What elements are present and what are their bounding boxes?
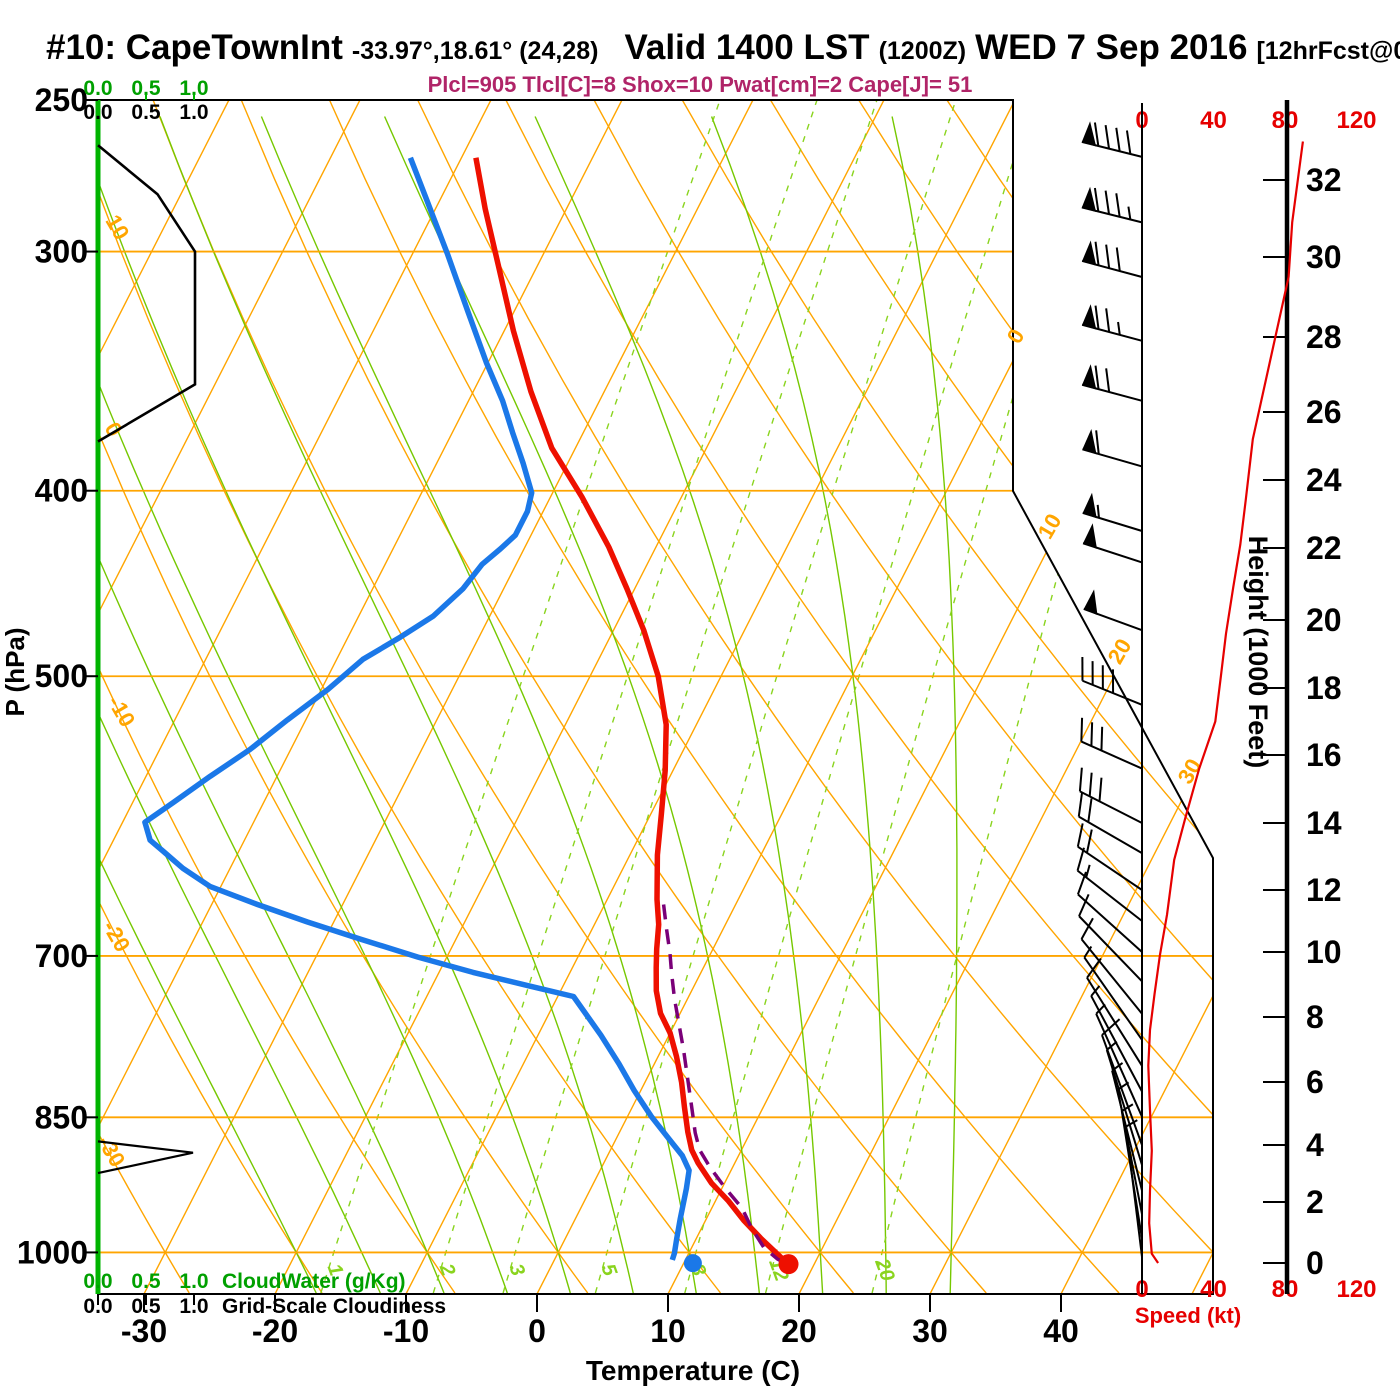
svg-text:28: 28 bbox=[1306, 319, 1342, 355]
svg-text:-10: -10 bbox=[103, 691, 141, 731]
svg-text:26: 26 bbox=[1306, 394, 1342, 430]
grid bbox=[98, 100, 1213, 1294]
svg-text:16: 16 bbox=[1306, 737, 1342, 773]
svg-text:-10: -10 bbox=[383, 1313, 429, 1349]
svg-text:300: 300 bbox=[35, 234, 88, 270]
svg-text:10: 10 bbox=[1306, 934, 1342, 970]
wind-barbs bbox=[1076, 121, 1143, 1258]
title-bar: #10: CapeTownInt -33.97°,18.61° (24,28) … bbox=[46, 28, 1400, 68]
svg-text:0.5: 0.5 bbox=[131, 1270, 161, 1293]
plot-frame bbox=[95, 99, 1214, 1295]
svg-text:12: 12 bbox=[1306, 872, 1342, 908]
svg-text:120: 120 bbox=[1336, 107, 1376, 134]
mixing-ratio-grid bbox=[320, 100, 1191, 1294]
svg-text:0.0: 0.0 bbox=[83, 1270, 112, 1293]
svg-text:2: 2 bbox=[1306, 1184, 1324, 1220]
svg-text:250: 250 bbox=[35, 82, 88, 118]
svg-text:0.5: 0.5 bbox=[131, 101, 161, 124]
svg-text:0.5: 0.5 bbox=[131, 1295, 161, 1318]
svg-text:10: 10 bbox=[101, 210, 135, 244]
svg-text:0: 0 bbox=[528, 1313, 546, 1349]
svg-text:0.0: 0.0 bbox=[83, 101, 112, 124]
svg-text:20: 20 bbox=[1306, 602, 1342, 638]
svg-text:1.0: 1.0 bbox=[179, 1270, 208, 1293]
isotherm-grid bbox=[98, 100, 1213, 1294]
station-coords: -33.97°,18.61° (24,28) bbox=[351, 37, 599, 65]
svg-text:120: 120 bbox=[1336, 1276, 1376, 1303]
svg-text:20: 20 bbox=[781, 1313, 817, 1349]
dry-adiabat-grid bbox=[98, 100, 1213, 1294]
svg-text:32: 32 bbox=[1306, 162, 1342, 198]
temperature-curve bbox=[473, 157, 790, 1267]
svg-text:CloudWater (g/Kg): CloudWater (g/Kg) bbox=[222, 1270, 406, 1293]
svg-text:1.0: 1.0 bbox=[179, 1295, 208, 1318]
svg-text:40: 40 bbox=[1200, 107, 1227, 134]
moist-adiabat-grid bbox=[98, 116, 958, 1294]
svg-text:1.0: 1.0 bbox=[179, 101, 208, 124]
svg-text:0: 0 bbox=[1306, 1245, 1324, 1281]
svg-text:30: 30 bbox=[1306, 239, 1342, 275]
cloudwater-profile bbox=[97, 144, 197, 1175]
svg-text:10: 10 bbox=[650, 1313, 686, 1349]
svg-text:Speed (kt): Speed (kt) bbox=[1135, 1303, 1241, 1328]
svg-text:5: 5 bbox=[596, 1261, 621, 1280]
forecast-tag: [12hrFcst@0354z] bbox=[1256, 37, 1400, 65]
svg-text:-30: -30 bbox=[121, 1313, 167, 1349]
svg-text:1.0: 1.0 bbox=[179, 77, 208, 100]
svg-text:0: 0 bbox=[1002, 325, 1030, 348]
dewpoint-curve bbox=[142, 156, 692, 1261]
svg-text:3: 3 bbox=[504, 1261, 528, 1279]
svg-text:24: 24 bbox=[1306, 462, 1342, 498]
svg-text:400: 400 bbox=[35, 473, 88, 509]
svg-text:P (hPa): P (hPa) bbox=[0, 627, 30, 716]
svg-text:40: 40 bbox=[1200, 1276, 1227, 1303]
svg-text:4: 4 bbox=[1306, 1127, 1324, 1163]
svg-text:Height (1000 Feet): Height (1000 Feet) bbox=[1243, 536, 1273, 769]
right-panel bbox=[1141, 100, 1304, 1294]
svg-text:850: 850 bbox=[35, 1099, 88, 1135]
svg-text:14: 14 bbox=[1306, 805, 1342, 841]
stability-indices: Plcl=905 Tlcl[C]=8 Shox=10 Pwat[cm]=2 Ca… bbox=[427, 72, 973, 97]
svg-text:8: 8 bbox=[1306, 999, 1324, 1035]
svg-text:18: 18 bbox=[1306, 670, 1342, 706]
surface-dewpoint-dot bbox=[683, 1254, 702, 1273]
isobar-grid bbox=[98, 250, 1213, 1254]
svg-text:30: 30 bbox=[912, 1313, 948, 1349]
svg-text:20: 20 bbox=[870, 1255, 899, 1284]
svg-text:700: 700 bbox=[35, 938, 88, 974]
svg-text:0.0: 0.0 bbox=[83, 1295, 112, 1318]
svg-text:Temperature (C): Temperature (C) bbox=[586, 1355, 800, 1386]
svg-text:2: 2 bbox=[435, 1260, 460, 1279]
svg-text:500: 500 bbox=[35, 658, 88, 694]
wind-speed-profile bbox=[1147, 141, 1304, 1264]
valid-time: Valid 1400 LST bbox=[624, 28, 870, 67]
svg-text:-20: -20 bbox=[252, 1313, 298, 1349]
svg-text:40: 40 bbox=[1043, 1313, 1079, 1349]
grid-value-labels: 100-10-20-300102030123581220 bbox=[93, 210, 1207, 1284]
station-title: #10: CapeTownInt bbox=[46, 28, 343, 67]
svg-text:0.0: 0.0 bbox=[83, 77, 112, 100]
surface-temperature-dot bbox=[778, 1254, 799, 1275]
svg-text:6: 6 bbox=[1306, 1064, 1324, 1100]
valid-zulu: (1200Z) bbox=[878, 37, 967, 65]
valid-date: WED 7 Sep 2016 bbox=[975, 28, 1248, 67]
svg-text:0.5: 0.5 bbox=[131, 77, 161, 100]
svg-text:22: 22 bbox=[1306, 530, 1342, 566]
svg-text:Grid-Scale Cloudiness: Grid-Scale Cloudiness bbox=[222, 1295, 446, 1318]
svg-text:1000: 1000 bbox=[17, 1234, 88, 1270]
